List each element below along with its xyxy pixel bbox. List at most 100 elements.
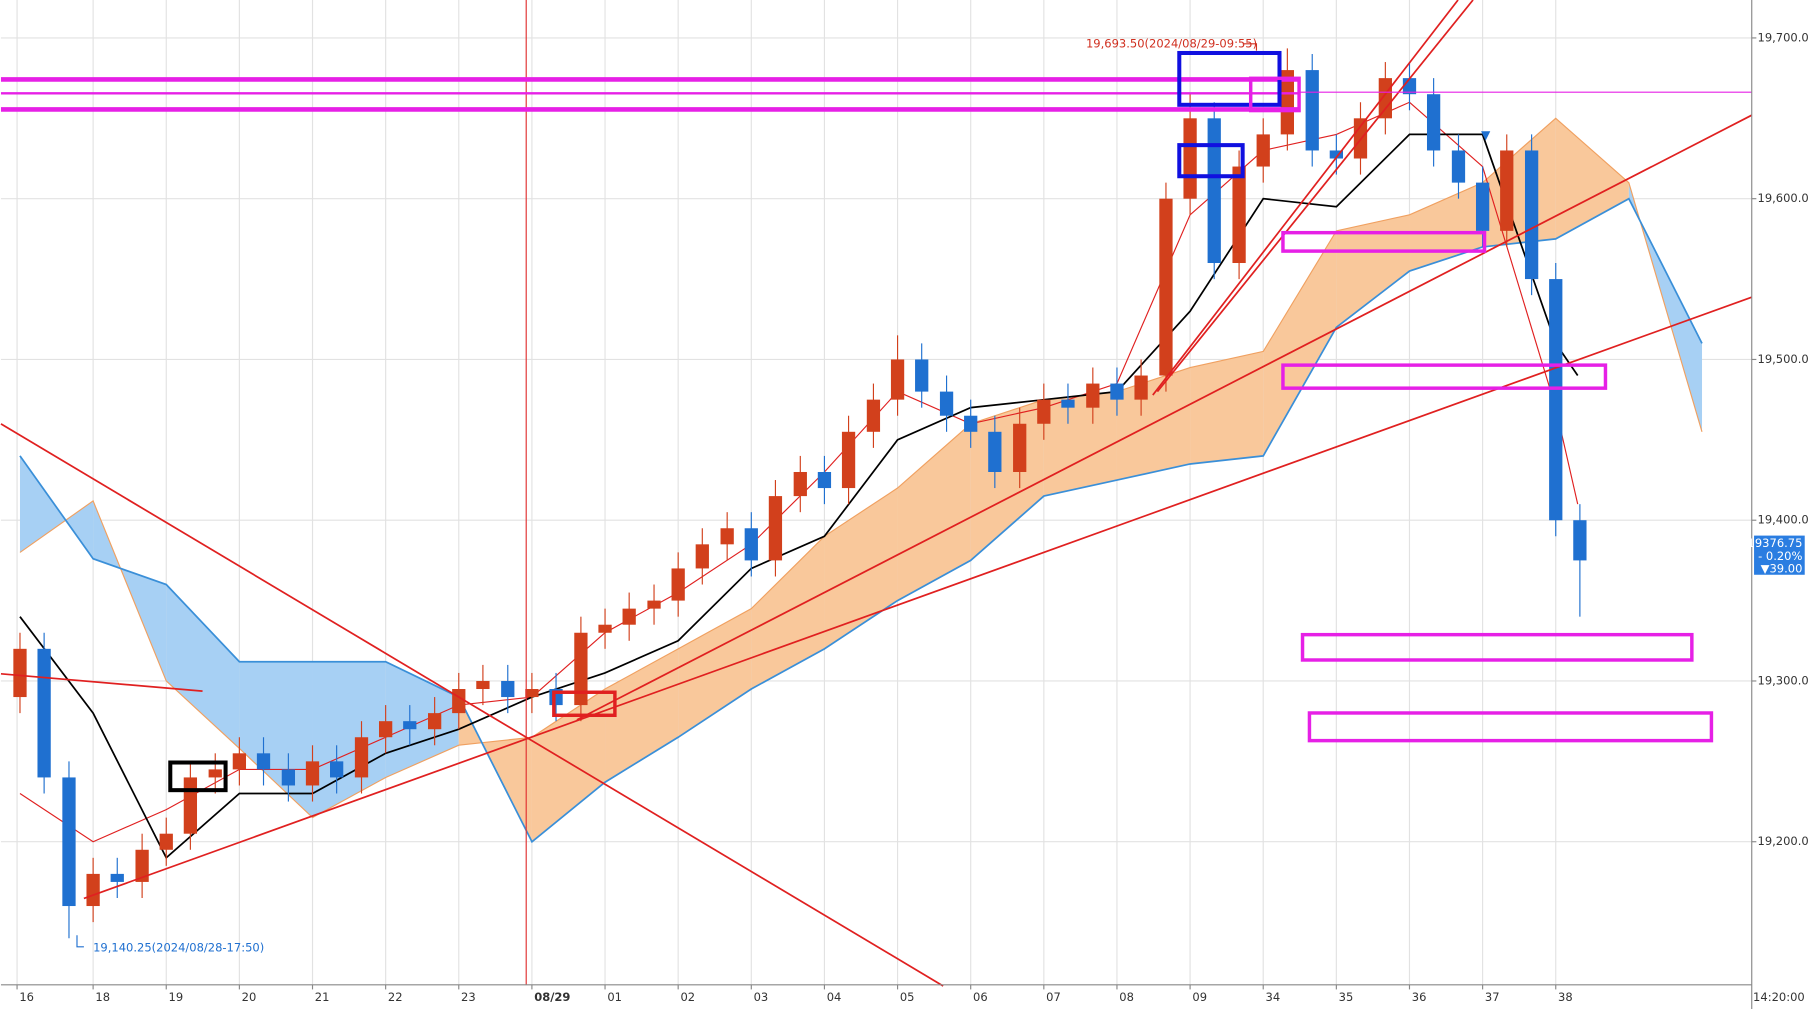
x-tick-label: 07 [1046,990,1061,1004]
low-pointer [76,935,84,948]
candle-body [1110,383,1124,400]
y-tick-label: 19,400.00 [1758,513,1808,527]
cloud-segment [678,608,752,738]
x-tick-label: 19 [169,990,184,1004]
change-pct: - 0.20% [1758,549,1802,563]
candle-body [1573,520,1587,561]
candle-body [1061,399,1075,408]
candle-body [574,632,588,706]
span-a [19,117,1703,819]
cloud-segment [1190,351,1264,464]
x-tick-label: 22 [388,990,403,1004]
candle-body [37,648,51,778]
x-tick-label: 34 [1266,990,1281,1004]
cloud-segment [1409,182,1483,272]
trend-line [1156,0,1474,393]
x-tick-label: 20 [242,990,257,1004]
candle-body [1183,118,1197,199]
x-tick-label: 03 [754,990,769,1004]
candle-body [208,769,222,778]
cloud-segment [312,661,386,818]
x-tick-label: 16 [19,990,34,1004]
x-tick-label: 05 [900,990,915,1004]
cloud-segment [897,423,971,601]
candle-body [1500,150,1514,231]
y-tick-label: 19,700.00 [1758,30,1808,44]
x-tick-label: 21 [315,990,330,1004]
low-label: 19,140.25(2024/08/28-17:50) [93,940,264,954]
cloud-segment [1336,214,1410,328]
trend-line [576,114,1753,721]
change: ▼39.00 [1761,562,1803,576]
x-tick-label: 08 [1119,990,1134,1004]
candle-body [330,761,344,778]
x-tick-label: 35 [1339,990,1354,1004]
x-tick-label: 08/29 [534,990,570,1004]
x-tick-label: 06 [973,990,988,1004]
candle-body [183,777,198,834]
candle-body [890,359,905,400]
cloud-segment [385,661,459,778]
axes: 19,200.00 19,300.00 19,400.00 19,500.00 19,6… [16,30,1808,1004]
x-tick-label: 36 [1412,990,1427,1004]
trend-line [0,423,944,987]
candle-body [939,391,954,416]
candle-body [744,528,758,561]
candle-body [1426,94,1441,151]
last-time: 14:20:00 [1753,990,1805,1004]
candle-body [62,777,76,907]
candle-body [720,528,734,545]
box [1281,363,1608,390]
candle-body [13,648,27,698]
candle-body [354,737,369,778]
candle-body [379,721,393,738]
candle-body [1013,423,1027,472]
candle-body [1475,182,1490,231]
candle-body [525,689,539,698]
cloud-segment [531,689,606,842]
span-b [19,197,1703,844]
signal-arrow [1481,131,1491,141]
cloud-segment [605,648,679,783]
cloud-segment [166,584,240,749]
candle-body [866,399,881,432]
candle-body [1280,70,1294,135]
x-tick-label: 18 [95,990,110,1004]
candle-body [915,359,929,392]
candle-body [1451,150,1466,183]
candle-body [1378,78,1392,119]
high-pointer [1242,43,1258,51]
candle-body [817,471,832,489]
x-tick-label: 37 [1485,990,1500,1004]
candle-body [1207,118,1221,264]
candle-body [403,721,417,730]
candle-body [841,431,856,489]
box [1300,632,1694,662]
y-tick-label: 19,600.00 [1758,191,1808,205]
candle-body [1329,150,1343,159]
grid [0,0,1752,985]
box [1281,230,1487,253]
y-tick-label: 19,300.00 [1758,673,1808,687]
candle-body [232,753,247,770]
last-price: 19376.75 [1748,536,1803,550]
candle-body [1159,198,1173,376]
trend-line [1152,0,1459,396]
candle-body [256,753,271,770]
x-tick-label: 38 [1558,990,1573,1004]
candle-body [476,680,490,690]
candle-body [1086,383,1100,408]
candle-body [1232,166,1246,264]
candle-body [305,761,320,786]
x-tick-label: 09 [1192,990,1207,1004]
candle-body [1256,134,1270,167]
cloud-segment [824,488,898,649]
box [1177,143,1245,179]
box [168,760,228,793]
y-tick-label: 19,500.00 [1758,352,1808,366]
candle-body [988,431,1002,472]
candle-body [793,471,807,497]
y-tick-label: 19,200.00 [1758,834,1808,848]
candle-body [1524,150,1539,280]
